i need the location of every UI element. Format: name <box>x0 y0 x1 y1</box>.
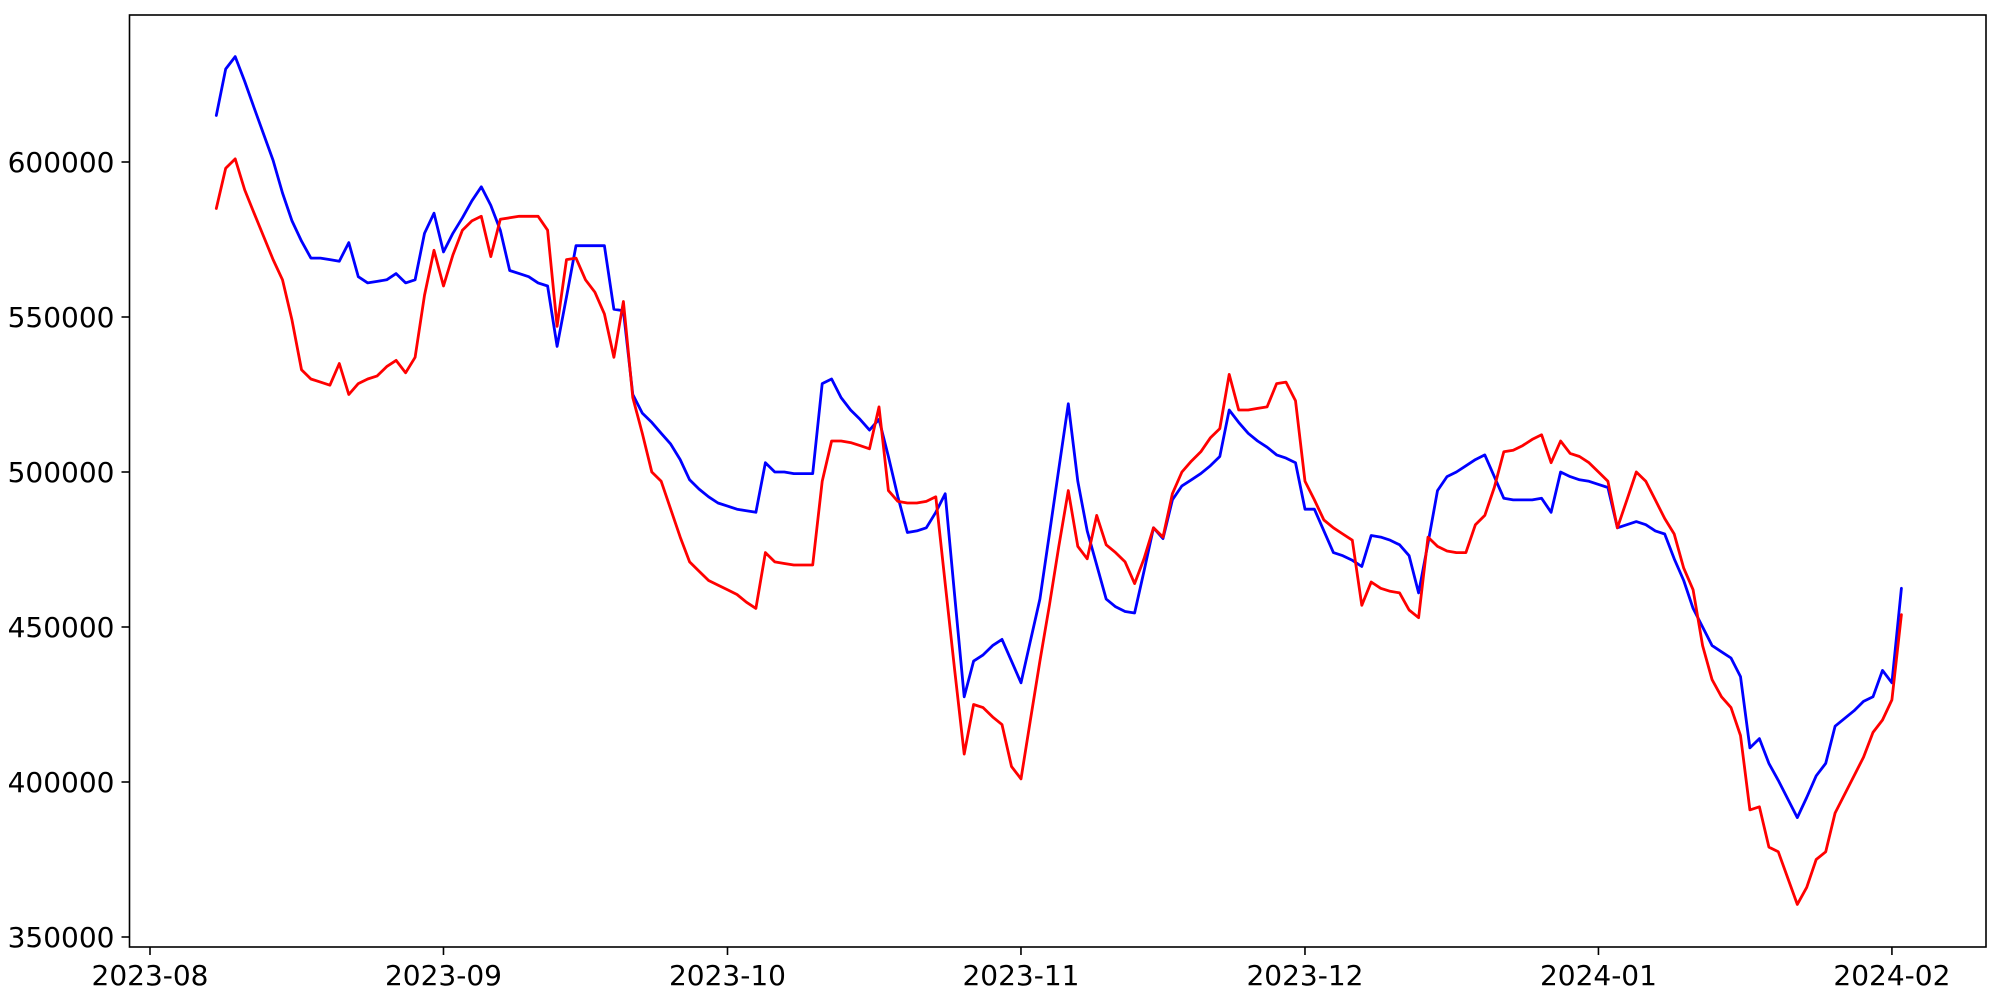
x-tick-label: 2023-12 <box>1246 959 1363 992</box>
x-tick-label: 2023-11 <box>962 959 1079 992</box>
x-tick-label: 2023-10 <box>669 959 786 992</box>
x-tick-label: 2023-09 <box>385 959 502 992</box>
y-axis-tick-labels: 350000 400000 450000 500000 550000 600000 <box>8 146 115 954</box>
plot-area-border <box>128 14 1987 948</box>
y-axis-ticks <box>121 161 130 938</box>
y-tick-label: 350000 <box>8 921 115 954</box>
x-tick-label: 2024-02 <box>1833 959 1950 992</box>
y-tick-label: 450000 <box>8 611 115 644</box>
x-tick-label: 2024-01 <box>1540 959 1657 992</box>
y-tick-label: 550000 <box>8 301 115 334</box>
x-axis-ticks <box>149 947 1893 955</box>
y-tick-label: 600000 <box>8 146 115 179</box>
x-axis-tick-labels: 2023-08 2023-09 2023-10 2023-11 2023-12 2024-… <box>92 959 1951 992</box>
series-line-blue <box>214 55 1903 819</box>
series-line-red <box>214 157 1903 906</box>
y-tick-label: 500000 <box>8 456 115 489</box>
y-tick-label: 400000 <box>8 766 115 799</box>
x-tick-label: 2023-08 <box>92 959 209 992</box>
